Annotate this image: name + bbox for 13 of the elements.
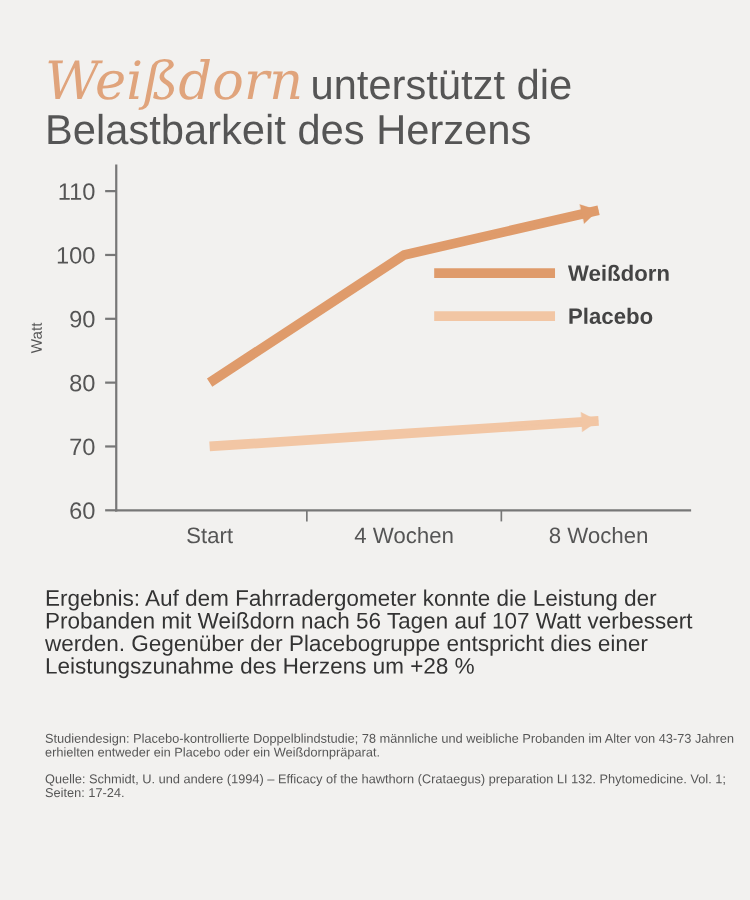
y-tick-label: 80 <box>70 374 95 392</box>
chart-title: Weißdorn unterstützt die Belastbarkeit des Herzens <box>48 58 571 145</box>
y-tick-label: 60 <box>70 502 95 520</box>
x-tick-label: Start <box>187 527 233 544</box>
series-label: Weißdorn <box>567 264 669 282</box>
x-tick-label: 4 Wochen <box>354 526 453 544</box>
text: Ergebnis: Auf dem Fahrradergometer konnte die Leistung der Probanden mit Weißdorn nach 56 Tagen auf 107 Watt verbessert werden. Gegenüber der Placebogruppe entspricht dies einer Leistungszunahme des Herzens um +28 % <box>44 589 693 679</box>
text: Placebo <box>569 307 653 325</box>
y-tick-label: 110 <box>59 183 95 200</box>
y-tick-label: 70 <box>70 438 95 456</box>
y-tick-label: 100 <box>57 247 95 264</box>
y-tick-label: 90 <box>70 310 95 328</box>
x-tick-label: 8 Wochen <box>549 526 647 544</box>
